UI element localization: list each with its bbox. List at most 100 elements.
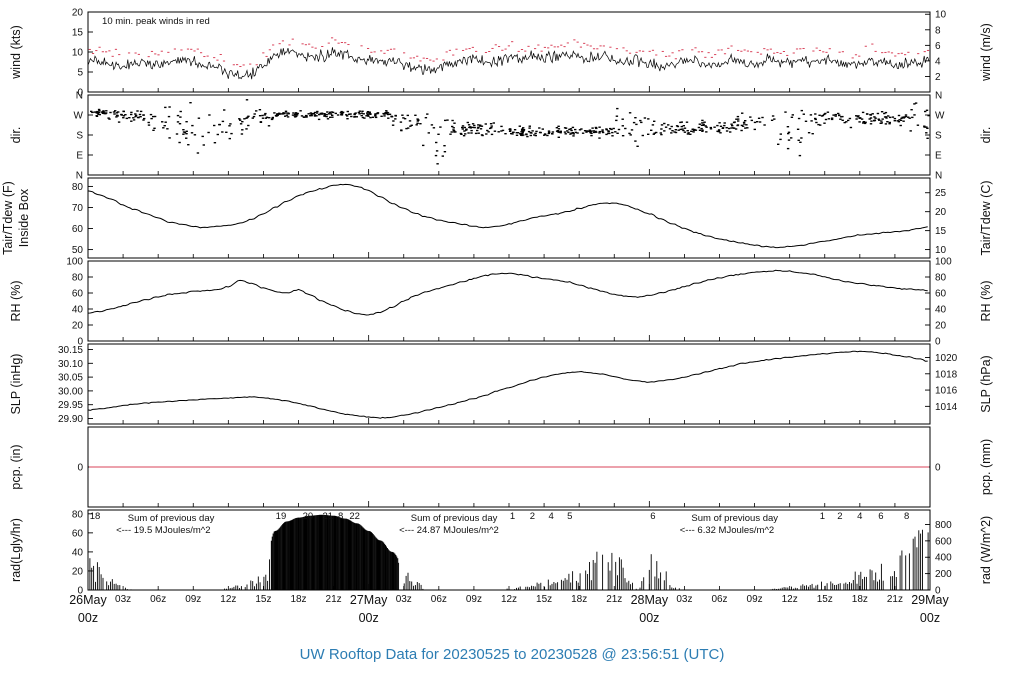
- x-axis: 03z 06z 09z 12z 15z 18z 21z 03z 06z 09z 12z 15z 18z 2…: [69, 593, 949, 625]
- svg-text:0: 0: [935, 586, 941, 597]
- svg-text:18: 18: [90, 511, 101, 522]
- svg-text:0: 0: [935, 463, 941, 474]
- axis-label-left-temp: Tair/Tdew (F): [1, 181, 15, 255]
- svg-text:40: 40: [72, 547, 84, 558]
- svg-text:E: E: [935, 151, 942, 162]
- svg-text:20: 20: [935, 321, 947, 332]
- svg-text:03z: 03z: [396, 594, 412, 605]
- svg-text:15: 15: [72, 28, 84, 39]
- svg-text:30.05: 30.05: [58, 373, 83, 384]
- svg-text:2: 2: [530, 511, 535, 522]
- svg-text:09z: 09z: [185, 594, 201, 605]
- svg-text:30.00: 30.00: [58, 386, 83, 397]
- svg-text:21: 21: [322, 511, 333, 522]
- svg-text:0: 0: [77, 88, 83, 99]
- panel-slp: 29.90 29.95 30.00 30.05 30.10 30.15 1014 1016 10…: [9, 343, 993, 425]
- axis-sublabel-left-temp: Inside Box: [17, 188, 31, 247]
- svg-text:6: 6: [878, 511, 883, 522]
- svg-text:Sum of previous day: Sum of previous day: [128, 513, 215, 524]
- svg-text:N: N: [935, 171, 942, 182]
- svg-text:26May: 26May: [69, 593, 107, 607]
- svg-text:18z: 18z: [290, 594, 306, 605]
- svg-text:29.95: 29.95: [58, 400, 83, 411]
- svg-text:03z: 03z: [115, 594, 131, 605]
- panel-wind: 0 5 10 15 20 2 4 6 8 10 wind (kts) wind (m/s) 10 min…: [9, 8, 993, 99]
- panel-pcp: 0 0 pcp. (in) pcp. (mm): [9, 426, 993, 508]
- axis-label-left-slp: SLP (inHg): [9, 354, 23, 415]
- svg-text:200: 200: [935, 569, 952, 580]
- svg-text:06z: 06z: [150, 594, 166, 605]
- axis-label-left-pcp: pcp. (in): [9, 444, 23, 489]
- svg-text:4: 4: [857, 511, 862, 522]
- svg-text:2: 2: [935, 72, 941, 83]
- svg-text:15z: 15z: [536, 594, 552, 605]
- svg-text:70: 70: [72, 203, 84, 214]
- svg-text:18z: 18z: [852, 594, 868, 605]
- svg-text:10: 10: [935, 10, 947, 21]
- svg-text:5: 5: [567, 511, 572, 522]
- svg-text:N: N: [935, 91, 942, 102]
- svg-text:60: 60: [72, 224, 84, 235]
- svg-text:Sum of previous day: Sum of previous day: [411, 513, 498, 524]
- svg-text:03z: 03z: [676, 594, 692, 605]
- svg-text:20: 20: [935, 207, 947, 218]
- svg-text:80: 80: [72, 182, 84, 193]
- svg-text:15z: 15z: [817, 594, 833, 605]
- svg-text:21z: 21z: [887, 594, 903, 605]
- svg-text:Sum of previous day: Sum of previous day: [691, 513, 778, 524]
- svg-text:60: 60: [72, 528, 84, 539]
- svg-text:27May: 27May: [350, 593, 388, 607]
- svg-text:40: 40: [72, 305, 84, 316]
- svg-text:22: 22: [349, 511, 360, 522]
- svg-text:00z: 00z: [78, 611, 98, 625]
- svg-text:1016: 1016: [935, 386, 958, 397]
- svg-text:<--- 24.87 MJoules/m^2: <--- 24.87 MJoules/m^2: [399, 525, 499, 536]
- svg-text:800: 800: [935, 520, 952, 531]
- svg-text:4: 4: [548, 511, 553, 522]
- svg-text:10: 10: [72, 48, 84, 59]
- svg-text:80: 80: [72, 509, 84, 520]
- svg-text:30.10: 30.10: [58, 359, 83, 370]
- svg-text:0: 0: [77, 463, 83, 474]
- svg-text:100: 100: [935, 257, 952, 268]
- axis-label-left-rad: rad(Lgly/hr): [9, 518, 23, 582]
- svg-text:20: 20: [72, 321, 84, 332]
- svg-text:00z: 00z: [920, 611, 940, 625]
- svg-text:80: 80: [72, 273, 84, 284]
- panel-temp: 50 60 70 80 10 15 20 25 Tair/Tdew (F) Inside Box T…: [1, 177, 993, 259]
- axis-label-right-rh: RH (%): [979, 281, 993, 322]
- axis-label-right-slp: SLP (hPa): [979, 355, 993, 412]
- svg-text:00z: 00z: [639, 611, 659, 625]
- svg-text:30.15: 30.15: [58, 345, 83, 356]
- svg-text:09z: 09z: [747, 594, 763, 605]
- svg-text:10 min. peak winds in red: 10 min. peak winds in red: [102, 16, 210, 27]
- svg-text:E: E: [76, 151, 83, 162]
- svg-text:12z: 12z: [220, 594, 236, 605]
- axis-label-right-pcp: pcp. (mm): [979, 439, 993, 495]
- svg-text:20: 20: [303, 511, 314, 522]
- svg-text:80: 80: [935, 273, 947, 284]
- svg-text:60: 60: [935, 289, 947, 300]
- svg-text:0: 0: [77, 586, 83, 597]
- svg-text:06z: 06z: [711, 594, 727, 605]
- axis-label-right-temp: Tair/Tdew (C): [979, 180, 993, 255]
- svg-text:S: S: [935, 131, 942, 142]
- svg-text:10: 10: [935, 245, 947, 256]
- svg-text:18z: 18z: [571, 594, 587, 605]
- panel-rh: 0 20 40 60 80 100 0 20 40 60 80 100 RH (%) RH (%): [9, 257, 993, 348]
- svg-text:21z: 21z: [606, 594, 622, 605]
- axis-label-right-wind: wind (m/s): [979, 23, 993, 82]
- svg-text:400: 400: [935, 553, 952, 564]
- svg-text:1020: 1020: [935, 353, 958, 364]
- svg-text:20: 20: [72, 566, 84, 577]
- svg-text:N: N: [76, 171, 83, 182]
- svg-text:09z: 09z: [466, 594, 482, 605]
- svg-text:19: 19: [276, 511, 287, 522]
- svg-text:1014: 1014: [935, 402, 958, 413]
- svg-text:20: 20: [72, 8, 84, 19]
- svg-text:600: 600: [935, 536, 952, 547]
- chart-title: UW Rooftop Data for 20230525 to 20230528…: [299, 646, 725, 663]
